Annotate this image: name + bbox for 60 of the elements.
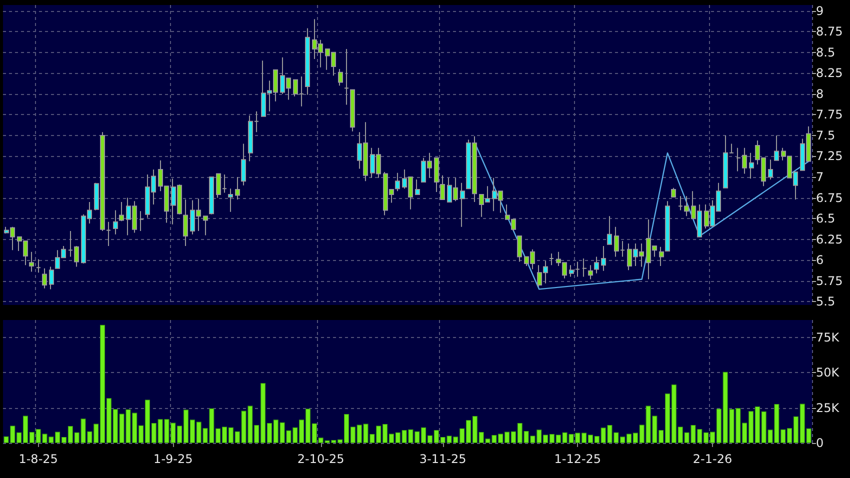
x-tick-label: 3-11-25 [419,452,466,466]
candlestick [29,251,34,272]
y-tick-label: 5.75 [816,274,843,288]
candlestick [594,256,599,274]
y-tick-label: 25K [816,400,840,415]
y-tick-label: 75K [816,330,840,345]
candlestick [768,159,773,180]
y-tick-label: 8.5 [816,45,836,60]
candlestick [113,210,118,235]
y-tick-label: 8.75 [816,24,843,39]
candlestick [549,252,554,266]
y-tick-label: 50K [816,366,840,380]
candlestick [434,157,439,192]
candlestick [119,201,124,222]
candlestick [659,246,664,266]
y-tick-label: 6 [816,253,824,268]
candlestick [183,198,188,246]
candlestick [774,134,779,161]
candlestick [42,268,47,289]
y-tick-label: 5.5 [816,294,836,309]
candlestick [228,188,233,212]
y-tick-label: 6.75 [816,190,843,205]
candlestick [460,182,465,228]
candlestick [350,89,355,132]
y-tick-label: 7.5 [816,128,836,142]
y-tick-label: 7.75 [816,108,843,122]
candlestick [588,264,593,280]
y-tick-label: 6.25 [816,232,843,246]
candlestick [749,152,754,180]
candlestick [582,258,587,278]
y-tick-label: 7.25 [816,149,843,164]
candlestick [36,258,41,274]
y-tick-label: 8 [816,86,824,101]
y-tick-label: 0 [816,436,824,450]
candlestick [344,48,349,106]
x-tick-label: 2-10-25 [297,452,344,466]
candlestick [305,28,310,96]
y-tick-label: 9 [816,4,824,18]
candlestick [415,179,420,195]
y-tick-label: 7 [816,170,824,184]
candlestick [607,216,612,245]
candlestick [517,236,522,262]
candlestick [241,143,246,186]
candlestick [601,245,606,272]
candlestick [395,172,400,192]
candlestick [203,216,208,236]
candlestick [49,266,54,290]
candlestick [440,174,445,200]
candlestick [235,176,240,200]
x-tick-label: 2-1-26 [692,452,732,466]
candlestick [338,68,343,86]
x-tick-label: 1-9-25 [154,452,193,466]
candlestick [671,187,676,198]
y-tick-label: 6.5 [816,212,836,226]
candlestick [665,200,670,252]
candlestick [209,176,214,215]
y-tick-label: 8.25 [816,66,843,80]
x-tick-label: 1-12-25 [554,452,602,466]
x-tick-label: 1-8-25 [18,452,58,466]
candlestick [139,210,144,232]
